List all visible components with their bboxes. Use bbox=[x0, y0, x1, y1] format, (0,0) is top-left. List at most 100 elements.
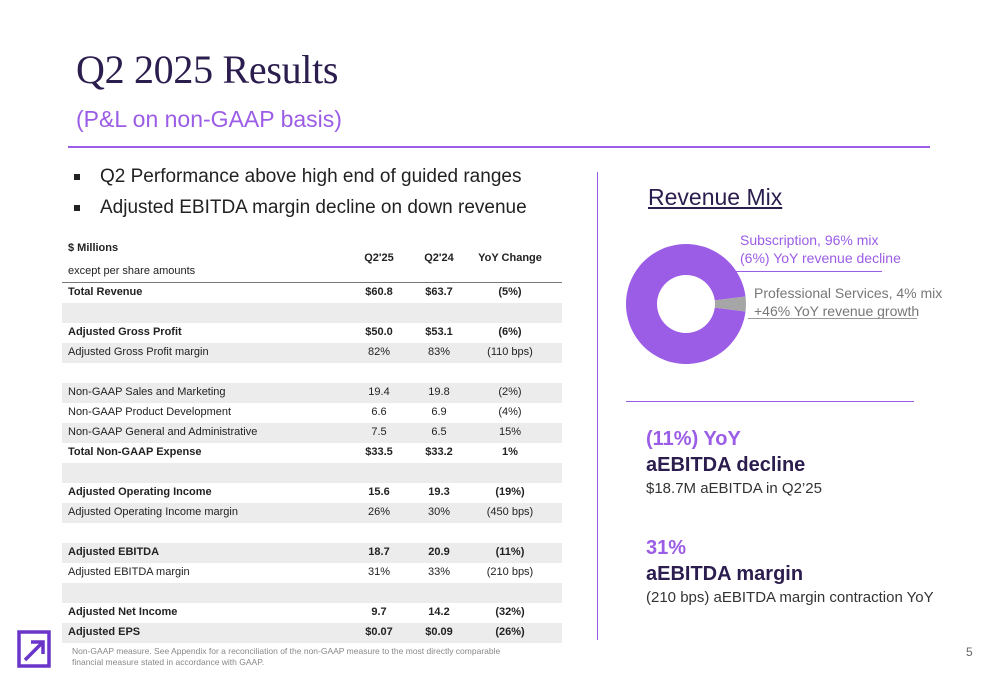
subscription-mix-text: Subscription, 96% mix bbox=[740, 232, 879, 248]
row-value-q225: $50.0 bbox=[365, 326, 393, 338]
row-value-yoy: (11%) bbox=[495, 546, 525, 558]
table-spacer-row bbox=[62, 463, 562, 483]
donut-slice-professional-services bbox=[714, 296, 746, 312]
subscription-label: Subscription, 96% mix (6%) YoY revenue d… bbox=[740, 231, 901, 267]
row-value-q225: $33.5 bbox=[365, 446, 393, 458]
row-value-yoy: (2%) bbox=[498, 386, 522, 398]
professional-services-mix-text: Professional Services, 4% mix bbox=[754, 285, 943, 301]
donut-slice-subscription bbox=[626, 244, 746, 364]
row-value-q224: 33% bbox=[427, 566, 451, 578]
table-row: Adjusted Gross Profit $50.0 $53.1 (6%) bbox=[62, 323, 562, 343]
unit-label: $ Millions bbox=[68, 242, 119, 254]
row-value-yoy: (19%) bbox=[495, 486, 525, 498]
kpi-main: aEBITDA decline bbox=[646, 454, 806, 476]
row-label: Adjusted EPS bbox=[68, 626, 141, 638]
row-value-yoy: (450 bps) bbox=[486, 506, 534, 518]
subscription-yoy-text: (6%) YoY revenue decline bbox=[740, 250, 901, 266]
pl-table: $ Millions except per share amounts Q2'2… bbox=[62, 240, 562, 643]
table-spacer-row bbox=[62, 583, 562, 603]
table-row: Non-GAAP General and Administrative 7.5 6.… bbox=[62, 423, 562, 443]
highlight-text: Adjusted EBITDA margin decline on down r… bbox=[100, 197, 527, 218]
table-spacer-row bbox=[62, 363, 562, 383]
row-value-q225: 9.7 bbox=[371, 606, 387, 618]
kpi-desc: (210 bps) aEBITDA margin contraction YoY bbox=[646, 589, 934, 606]
row-value-yoy: (110 bps) bbox=[487, 346, 533, 358]
row-label: Adjusted Gross Profit margin bbox=[68, 346, 209, 358]
row-value-q224: $63.7 bbox=[425, 286, 453, 298]
row-label: Non-GAAP Sales and Marketing bbox=[68, 386, 226, 398]
column-header-q224: Q2'24 bbox=[424, 252, 454, 264]
professional-services-yoy-text: +46% YoY revenue growth bbox=[754, 303, 920, 319]
row-value-q225: 7.5 bbox=[371, 426, 387, 438]
row-value-q224: 14.2 bbox=[428, 606, 450, 618]
row-value-q224: 6.9 bbox=[431, 406, 447, 418]
table-spacer-row bbox=[62, 523, 562, 543]
column-header-yoy: YoY Change bbox=[478, 252, 542, 264]
row-label: Total Revenue bbox=[68, 286, 143, 298]
row-value-yoy: 1% bbox=[502, 446, 518, 458]
table-row: Adjusted EBITDA margin 31% 33% (210 bps) bbox=[62, 563, 562, 583]
row-value-q225: 82% bbox=[367, 346, 391, 358]
row-value-q225: 31% bbox=[367, 566, 391, 578]
row-value-q225: 26% bbox=[367, 506, 391, 518]
table-row: Total Non-GAAP Expense $33.5 $33.2 1% bbox=[62, 443, 562, 463]
kpi-ebitda-decline: (11%) YoY aEBITDA decline $18.7M aEBITDA… bbox=[646, 426, 822, 500]
table-row: Adjusted Net Income 9.7 14.2 (32%) bbox=[62, 603, 562, 623]
row-value-yoy: (26%) bbox=[495, 626, 525, 638]
table-spacer-row bbox=[62, 303, 562, 323]
professional-services-label: Professional Services, 4% mix +46% YoY r… bbox=[754, 284, 942, 320]
bullet-square-icon bbox=[74, 205, 80, 211]
column-header-q225: Q2'25 bbox=[364, 252, 394, 264]
row-value-q224: 20.9 bbox=[428, 546, 450, 558]
row-value-q225: 18.7 bbox=[368, 546, 390, 558]
row-label: Adjusted Net Income bbox=[68, 606, 178, 618]
page-number: 5 bbox=[966, 645, 973, 659]
row-label: Adjusted EBITDA margin bbox=[68, 566, 190, 578]
table-row: Non-GAAP Sales and Marketing 19.4 19.8 (2%) bbox=[62, 383, 562, 403]
table-row: Total Revenue $60.8 $63.7 (5%) bbox=[62, 283, 562, 303]
row-label: Adjusted Operating Income bbox=[68, 486, 212, 498]
row-label: Adjusted EBITDA bbox=[68, 546, 160, 558]
revenue-mix-donut bbox=[626, 244, 746, 364]
row-value-q225: $60.8 bbox=[365, 286, 393, 298]
page-subtitle: (P&L on non-GAAP basis) bbox=[76, 106, 342, 132]
highlight-text: Q2 Performance above high end of guided … bbox=[100, 166, 522, 187]
highlight-item: Adjusted EBITDA margin decline on down r… bbox=[70, 195, 527, 226]
row-value-q225: $0.07 bbox=[365, 626, 393, 638]
professional-services-leader-line bbox=[748, 318, 917, 319]
section-divider bbox=[597, 172, 598, 640]
row-value-q224: 19.8 bbox=[428, 386, 450, 398]
row-label: Non-GAAP General and Administrative bbox=[68, 426, 258, 438]
row-value-q224: 83% bbox=[427, 346, 451, 358]
kpi-accent: (11%) YoY bbox=[646, 428, 741, 450]
subscription-leader-line bbox=[728, 271, 882, 272]
page-title: Q2 2025 Results bbox=[76, 47, 339, 92]
footnote: Non-GAAP measure. See Appendix for a rec… bbox=[72, 646, 501, 667]
table-row: Adjusted Gross Profit margin 82% 83% (110 b… bbox=[62, 343, 562, 363]
row-value-q225: 19.4 bbox=[368, 386, 390, 398]
kpi-ebitda-margin: 31% aEBITDA margin (210 bps) aEBITDA mar… bbox=[646, 535, 934, 609]
row-value-yoy: (5%) bbox=[498, 286, 522, 298]
table-body: Total Revenue $60.8 $63.7 (5%) Adjusted Gros… bbox=[62, 283, 562, 643]
arrow-up-right-icon bbox=[17, 630, 51, 668]
table-row: Adjusted Operating Income margin 26% 30% (4… bbox=[62, 503, 562, 523]
highlights-list: Q2 Performance above high end of guided … bbox=[70, 164, 527, 226]
row-label: Adjusted Operating Income margin bbox=[68, 506, 238, 518]
row-value-q225: 6.6 bbox=[371, 406, 387, 418]
row-value-q224: 19.3 bbox=[428, 486, 450, 498]
table-row: Adjusted Operating Income 15.6 19.3 (19%) bbox=[62, 483, 562, 503]
kpi-divider bbox=[626, 401, 914, 402]
row-value-q224: 6.5 bbox=[431, 426, 447, 438]
row-value-yoy: (210 bps) bbox=[486, 566, 534, 578]
title-divider bbox=[68, 146, 930, 148]
row-value-q224: $33.2 bbox=[425, 446, 453, 458]
row-label: Total Non-GAAP Expense bbox=[68, 446, 202, 458]
table-row: Adjusted EPS $0.07 $0.09 (26%) bbox=[62, 623, 562, 643]
row-value-yoy: (6%) bbox=[498, 326, 522, 338]
row-label: Adjusted Gross Profit bbox=[68, 326, 182, 338]
row-value-yoy: 15% bbox=[498, 426, 522, 438]
row-value-q224: $0.09 bbox=[425, 626, 453, 638]
row-value-q225: 15.6 bbox=[368, 486, 390, 498]
row-value-q224: $53.1 bbox=[425, 326, 453, 338]
row-value-yoy: (4%) bbox=[498, 406, 522, 418]
